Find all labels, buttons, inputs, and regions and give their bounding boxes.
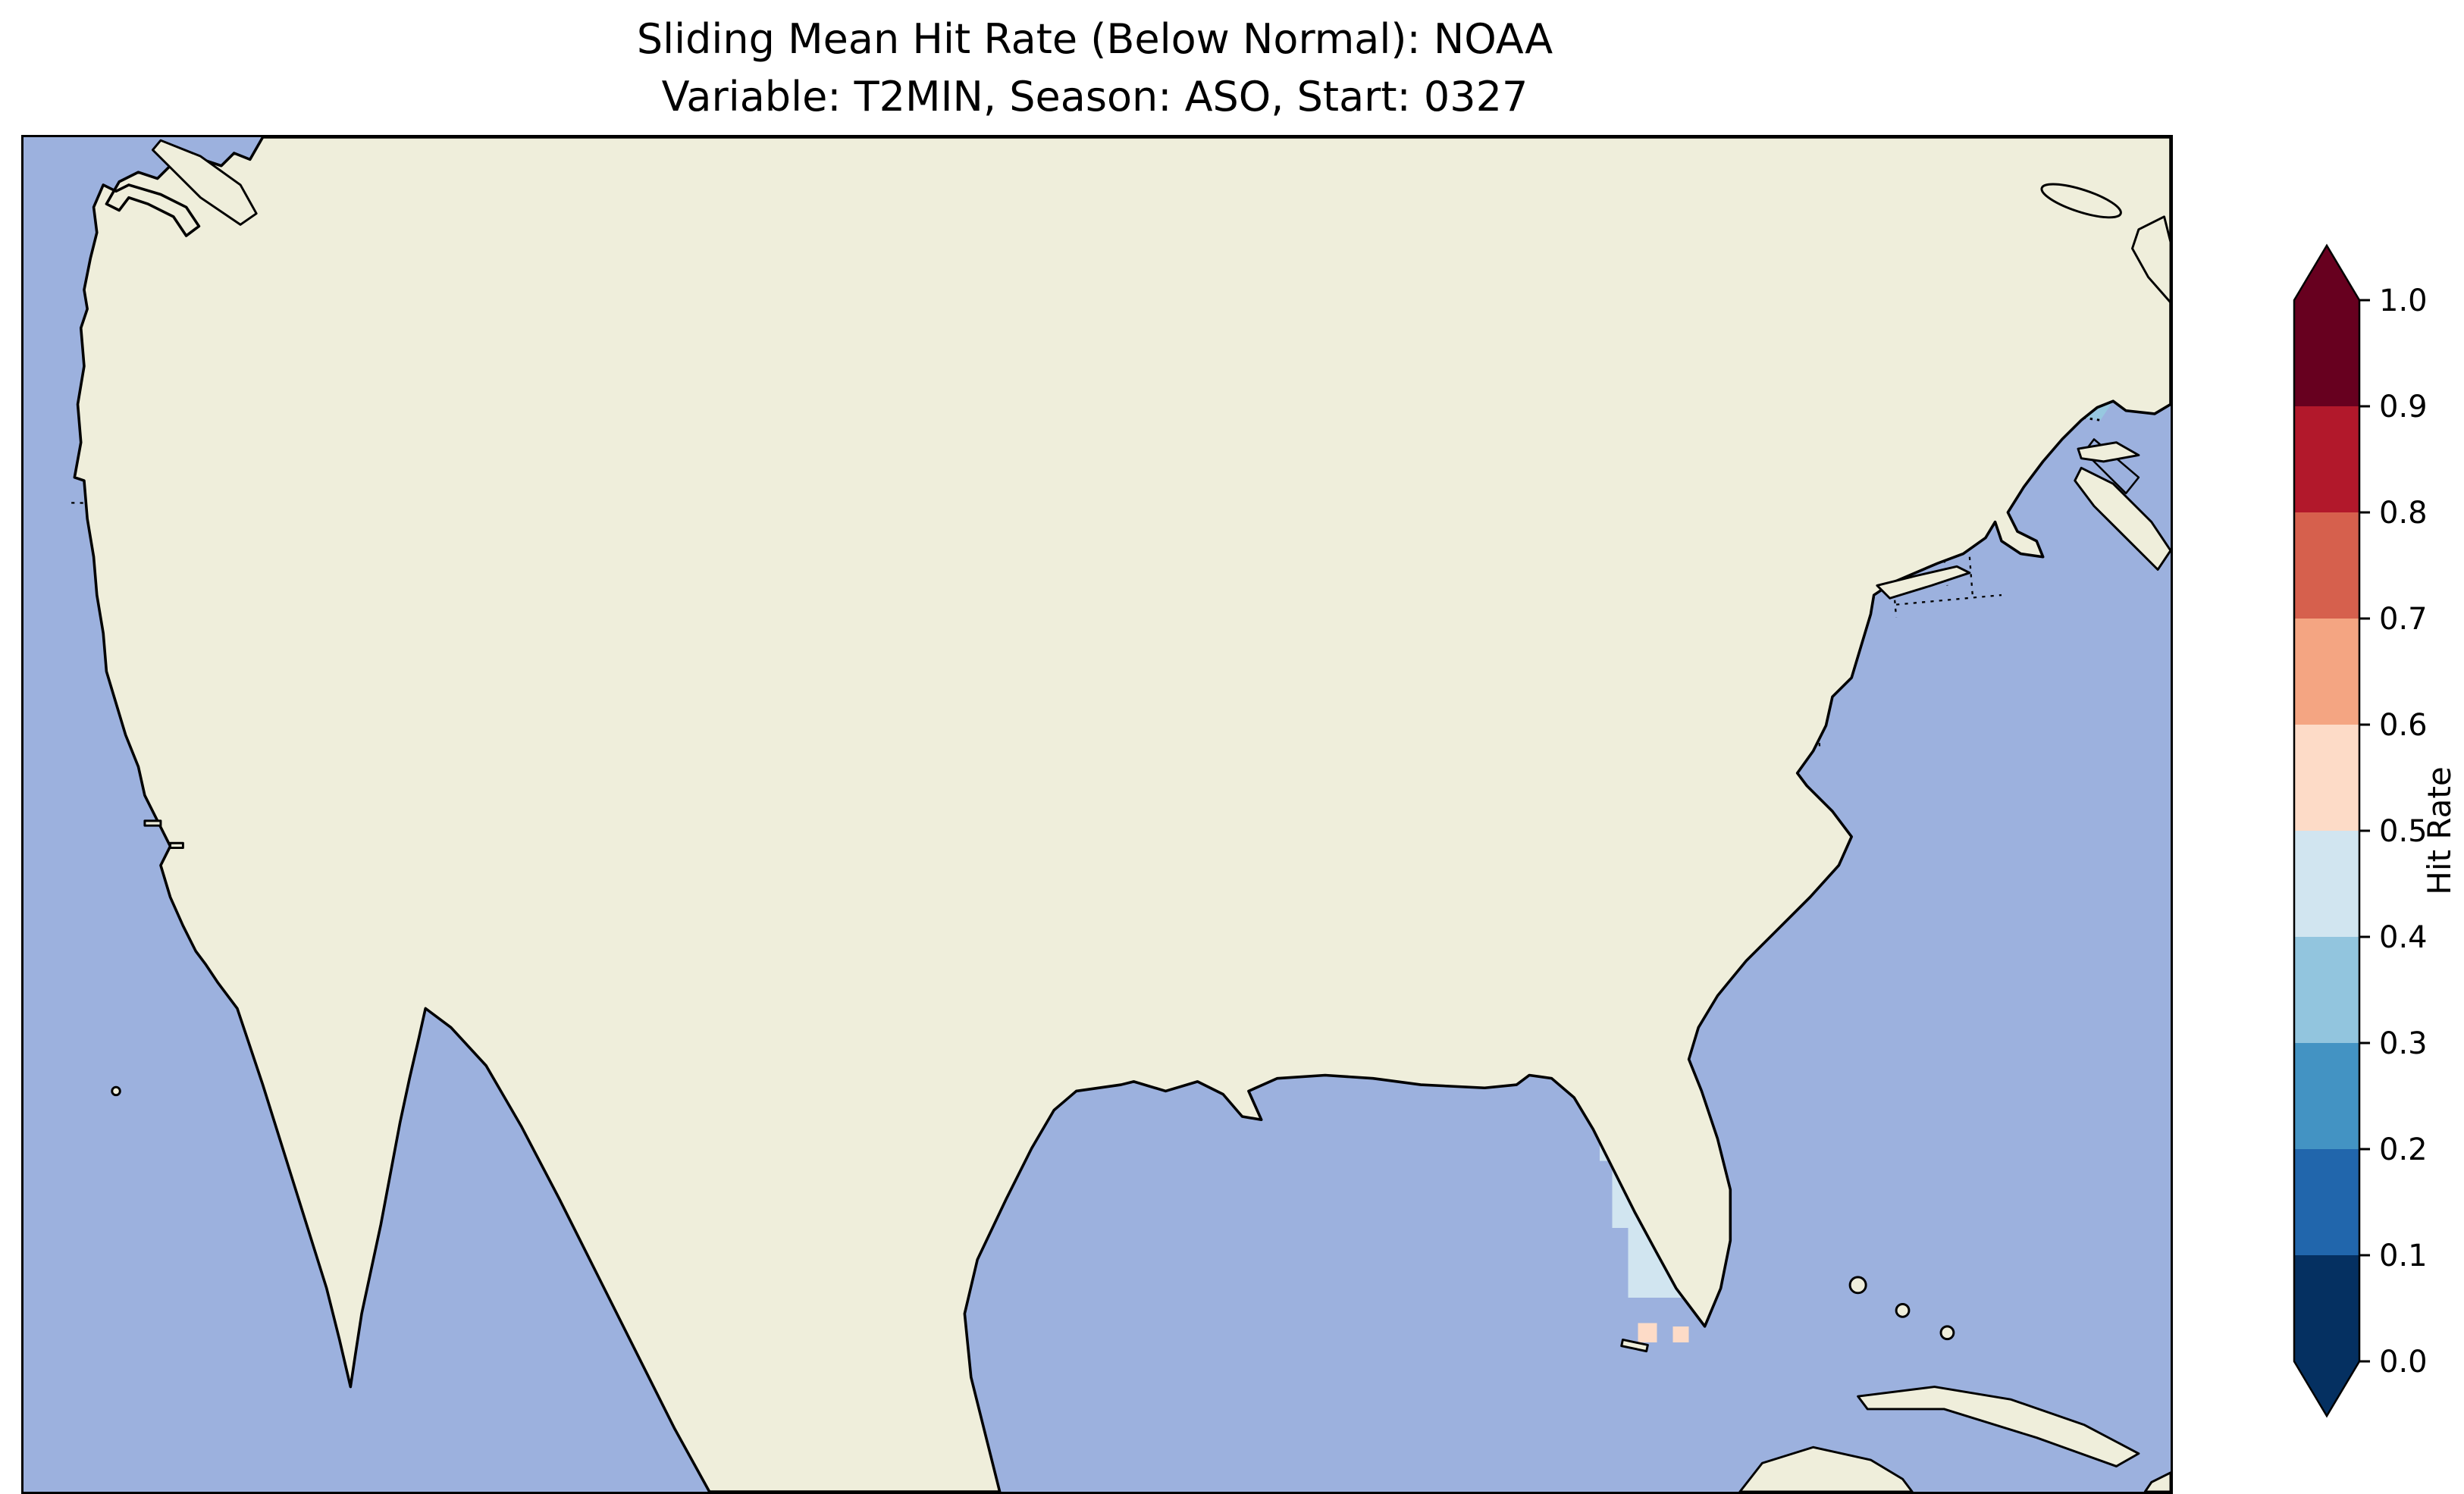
grid-cell-florida-keys-a — [1638, 1323, 1657, 1342]
colorbar-bin-0.8-0.9 — [2294, 406, 2359, 512]
colorbar: 0.0 0.1 0.2 0.3 0.4 0.5 0.6 0.7 0.8 0.9 1.0 Hit Rat… — [2293, 243, 2458, 1418]
colorbar-bin-0.7-0.8 — [2294, 512, 2359, 619]
colorbar-bin-0.6-0.7 — [2294, 619, 2359, 725]
nova-scotia — [2074, 466, 2171, 571]
colorbar-tick-label-0.5: 0.5 — [2379, 814, 2428, 849]
colorbar-bin-0.0-0.1 — [2294, 1255, 2359, 1361]
florida-keys-islands — [1620, 1338, 1649, 1353]
cuba — [1857, 1386, 2140, 1467]
bahamas-island-c — [1939, 1325, 1955, 1341]
colorbar-extend-under — [2294, 1361, 2359, 1416]
newfoundland — [2131, 215, 2171, 304]
bahamas-island-b — [1895, 1303, 1911, 1318]
guadalupe-island — [111, 1085, 121, 1097]
colorbar-tick-label-0.8: 0.8 — [2379, 496, 2428, 531]
colorbar-tick-label-0.7: 0.7 — [2379, 602, 2428, 637]
colorbar-bin-0.3-0.4 — [2294, 937, 2359, 1043]
chart-title-line2: Variable: T2MIN, Season: ASO, Start: 032… — [661, 73, 1528, 121]
colorbar-tick-label-0.6: 0.6 — [2379, 708, 2428, 743]
colorbar-tick-label-0.3: 0.3 — [2379, 1026, 2428, 1061]
colorbar-tick-label-1.0: 1.0 — [2379, 283, 2428, 318]
colorbar-bin-0.5-0.6 — [2294, 725, 2359, 831]
vancouver-island — [151, 139, 258, 226]
colorbar-tick-label-0.9: 0.9 — [2379, 390, 2428, 424]
colorbar-tick-label-0.1: 0.1 — [2379, 1239, 2428, 1273]
map-frame — [21, 135, 2173, 1494]
colorbar-bin-0.1-0.2 — [2294, 1149, 2359, 1255]
chart-title-line1: Sliding Mean Hit Rate (Below Normal): NO… — [636, 15, 1553, 63]
colorbar-tick-label-0.0: 0.0 — [2379, 1345, 2428, 1380]
colorbar-bin-0.9-1.0 — [2294, 300, 2359, 406]
prince-edward-island — [2077, 441, 2140, 463]
colorbar-extend-over — [2294, 246, 2359, 300]
hispaniola — [2143, 1471, 2171, 1492]
chart-title: Sliding Mean Hit Rate (Below Normal): NO… — [21, 11, 2168, 126]
colorbar-bin-0.4-0.5 — [2294, 831, 2359, 937]
grid-cell-florida-keys-b — [1672, 1326, 1689, 1342]
yucatan — [1738, 1445, 1914, 1492]
long-island — [1876, 565, 1971, 600]
anticosti-island — [2040, 183, 2122, 219]
colorbar-tick-label-0.4: 0.4 — [2379, 920, 2428, 955]
channel-islands — [143, 819, 162, 827]
us-map — [24, 137, 2171, 1492]
colorbar-label: Hit Rate — [2421, 766, 2458, 894]
colorbar-tick-label-0.2: 0.2 — [2379, 1132, 2428, 1167]
channel-islands-b — [169, 841, 184, 850]
bahamas-island-a — [1848, 1276, 1867, 1295]
islands — [111, 139, 2171, 1492]
colorbar-bin-0.2-0.3 — [2294, 1043, 2359, 1149]
